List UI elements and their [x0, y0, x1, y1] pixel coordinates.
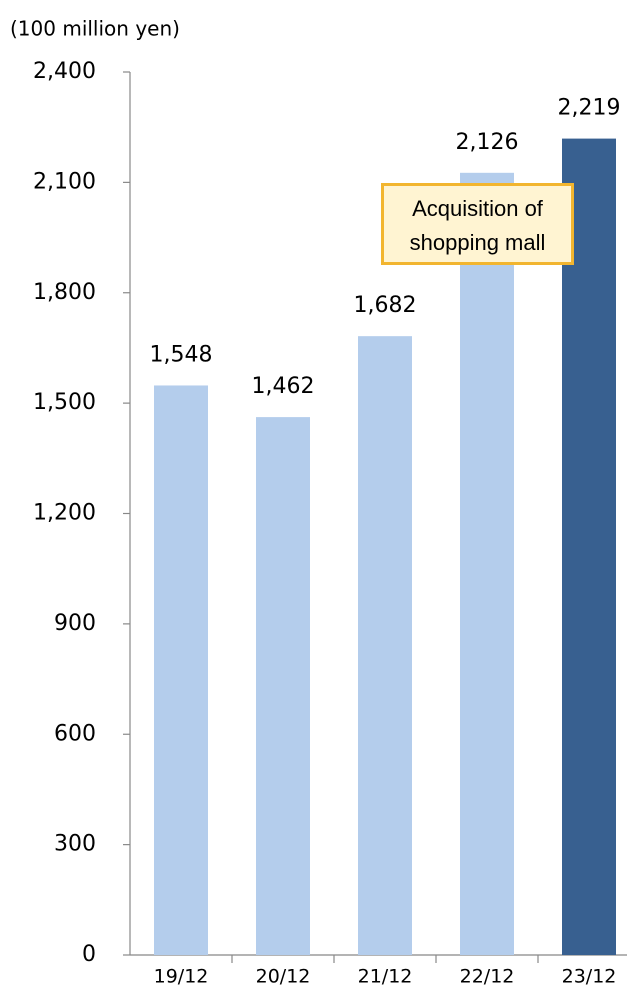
y-tick-label: 2,100 — [33, 169, 96, 194]
data-label: 1,548 — [150, 342, 213, 367]
data-label: 2,126 — [456, 130, 519, 155]
x-tick-label: 21/12 — [358, 966, 413, 988]
x-tick-label: 20/12 — [256, 966, 311, 988]
data-label: 1,682 — [354, 293, 417, 318]
bar — [358, 336, 412, 955]
y-tick-label: 0 — [82, 942, 96, 967]
y-tick-label: 900 — [54, 611, 96, 636]
y-tick-label: 300 — [54, 832, 96, 857]
y-tick-label: 2,400 — [33, 59, 96, 84]
annotation: Acquisition of shopping mall — [381, 183, 574, 265]
x-tick-label: 22/12 — [460, 966, 515, 988]
x-tick-label: 23/12 — [562, 966, 617, 988]
bar — [154, 385, 208, 956]
data-label: 2,219 — [558, 96, 621, 121]
y-axis-label: (100 million yen) — [10, 17, 180, 41]
x-tick-label: 19/12 — [154, 966, 209, 988]
y-tick-label: 1,200 — [33, 501, 96, 526]
y-tick-label: 600 — [54, 721, 96, 746]
y-tick-label: 1,800 — [33, 280, 96, 305]
data-label: 1,462 — [252, 374, 315, 399]
y-tick-label: 1,500 — [33, 390, 96, 415]
bar — [460, 172, 514, 955]
bar — [256, 417, 310, 955]
bar — [562, 138, 616, 956]
